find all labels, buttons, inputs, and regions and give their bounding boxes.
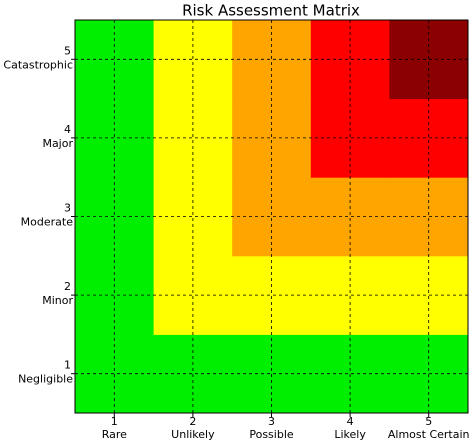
y-category-label: Major bbox=[42, 137, 73, 150]
y-tick-label: 4 bbox=[64, 123, 71, 136]
x-category-label: Almost Certain bbox=[388, 428, 470, 441]
x-tick-label: 4 bbox=[347, 415, 354, 428]
y-category-label: Negligible bbox=[18, 373, 73, 386]
plot-frame bbox=[74, 19, 469, 414]
x-category-label: Likely bbox=[334, 428, 366, 441]
x-tick-label: 5 bbox=[425, 415, 432, 428]
y-category-label: Minor bbox=[42, 294, 73, 307]
y-tick-label: 1 bbox=[64, 359, 71, 372]
x-category-label: Possible bbox=[249, 428, 294, 441]
x-tick-label: 1 bbox=[111, 415, 118, 428]
chart-title: Risk Assessment Matrix bbox=[182, 2, 360, 20]
y-tick-label: 5 bbox=[64, 44, 71, 57]
y-tick-label: 3 bbox=[64, 202, 71, 215]
y-category-label: Moderate bbox=[21, 216, 74, 229]
y-tick-label: 2 bbox=[64, 280, 71, 293]
x-tick-label: 3 bbox=[268, 415, 275, 428]
x-category-label: Rare bbox=[102, 428, 127, 441]
x-category-label: Unlikely bbox=[171, 428, 215, 441]
y-category-label: Catastrophic bbox=[3, 58, 73, 71]
x-tick-label: 2 bbox=[189, 415, 196, 428]
